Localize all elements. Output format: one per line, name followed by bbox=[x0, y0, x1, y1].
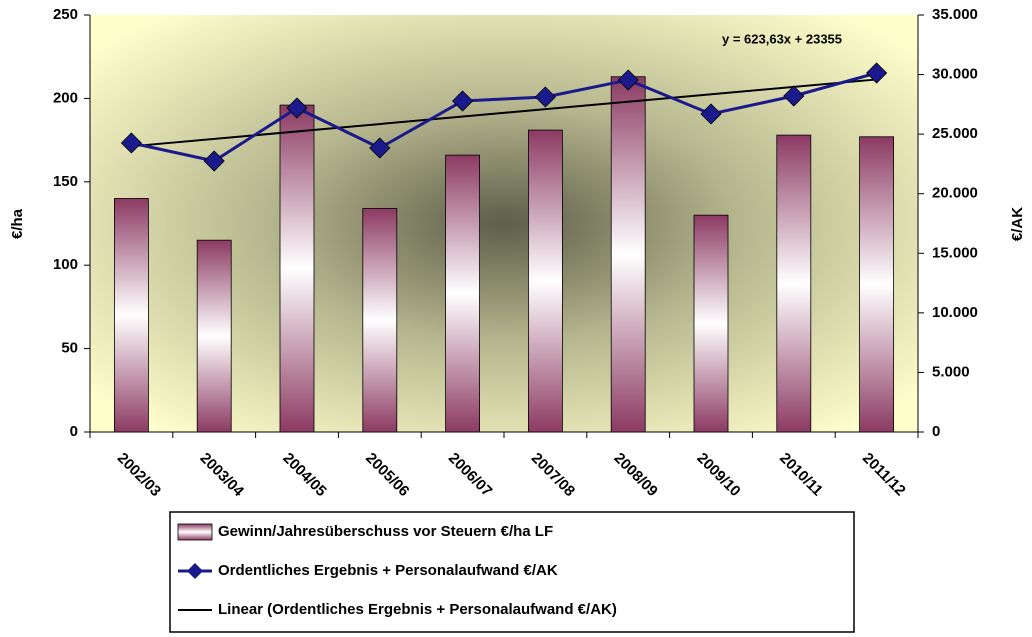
x-tick-label: 2003/04 bbox=[197, 450, 248, 501]
x-tick-label: 2008/09 bbox=[611, 450, 661, 500]
marker bbox=[286, 97, 308, 119]
y-axis-title: €/ha bbox=[9, 208, 26, 239]
x-tick-label: 2002/03 bbox=[114, 450, 164, 500]
y2-tick-label: 10.000 bbox=[932, 304, 978, 321]
y-tick-label: 0 bbox=[70, 423, 78, 440]
y2-tick-label: 15.000 bbox=[932, 244, 978, 261]
bar bbox=[445, 154, 481, 433]
y2-tick-label: 5.000 bbox=[932, 363, 970, 380]
bar bbox=[279, 104, 315, 433]
x-tick-label: 2010/11 bbox=[776, 450, 826, 500]
x-tick-label: 2004/05 bbox=[279, 450, 329, 500]
x-tick-label: 2011/12 bbox=[859, 450, 909, 500]
y2-axis-title: €/AK bbox=[1009, 207, 1026, 241]
y2-tick-label: 35.000 bbox=[932, 6, 978, 23]
marker bbox=[617, 69, 639, 91]
legend-label: Linear (Ordentliches Ergebnis + Personal… bbox=[218, 601, 617, 618]
bar bbox=[528, 129, 563, 433]
bar bbox=[610, 76, 646, 433]
legend-label: Ordentliches Ergebnis + Personalaufwand … bbox=[218, 562, 558, 579]
marker bbox=[783, 85, 805, 107]
x-tick-label: 2005/06 bbox=[362, 450, 412, 500]
y-tick-label: 100 bbox=[53, 256, 78, 273]
marker bbox=[203, 150, 225, 172]
marker bbox=[700, 103, 722, 125]
trendline-label: y = 623,63x + 23355 bbox=[722, 31, 842, 46]
bar bbox=[693, 214, 729, 433]
bar bbox=[776, 134, 812, 433]
legend bbox=[169, 511, 855, 633]
legend-label: Gewinn/Jahresüberschuss vor Steuern €/ha… bbox=[218, 523, 553, 540]
y-tick-label: 250 bbox=[53, 6, 78, 23]
bar bbox=[114, 198, 149, 433]
marker bbox=[369, 137, 391, 159]
marker bbox=[120, 132, 142, 154]
marker bbox=[452, 90, 474, 112]
x-tick-label: 2006/07 bbox=[445, 450, 495, 500]
legend-marker bbox=[187, 563, 203, 579]
x-tick-label: 2009/10 bbox=[693, 450, 743, 500]
legend-swatch bbox=[177, 523, 213, 541]
line bbox=[131, 71, 878, 163]
y-tick-label: 50 bbox=[61, 340, 78, 357]
bar bbox=[859, 136, 894, 433]
bar bbox=[196, 239, 232, 433]
x-tick-label: 2007/08 bbox=[528, 450, 578, 500]
y2-tick-label: 30.000 bbox=[932, 66, 978, 83]
y-tick-label: 150 bbox=[53, 173, 78, 190]
marker bbox=[534, 86, 556, 108]
y-tick-label: 200 bbox=[53, 89, 78, 106]
y2-tick-label: 0 bbox=[932, 423, 940, 440]
bar bbox=[362, 208, 398, 433]
y2-tick-label: 25.000 bbox=[932, 125, 978, 142]
y2-tick-label: 20.000 bbox=[932, 185, 978, 202]
marker bbox=[866, 62, 888, 84]
